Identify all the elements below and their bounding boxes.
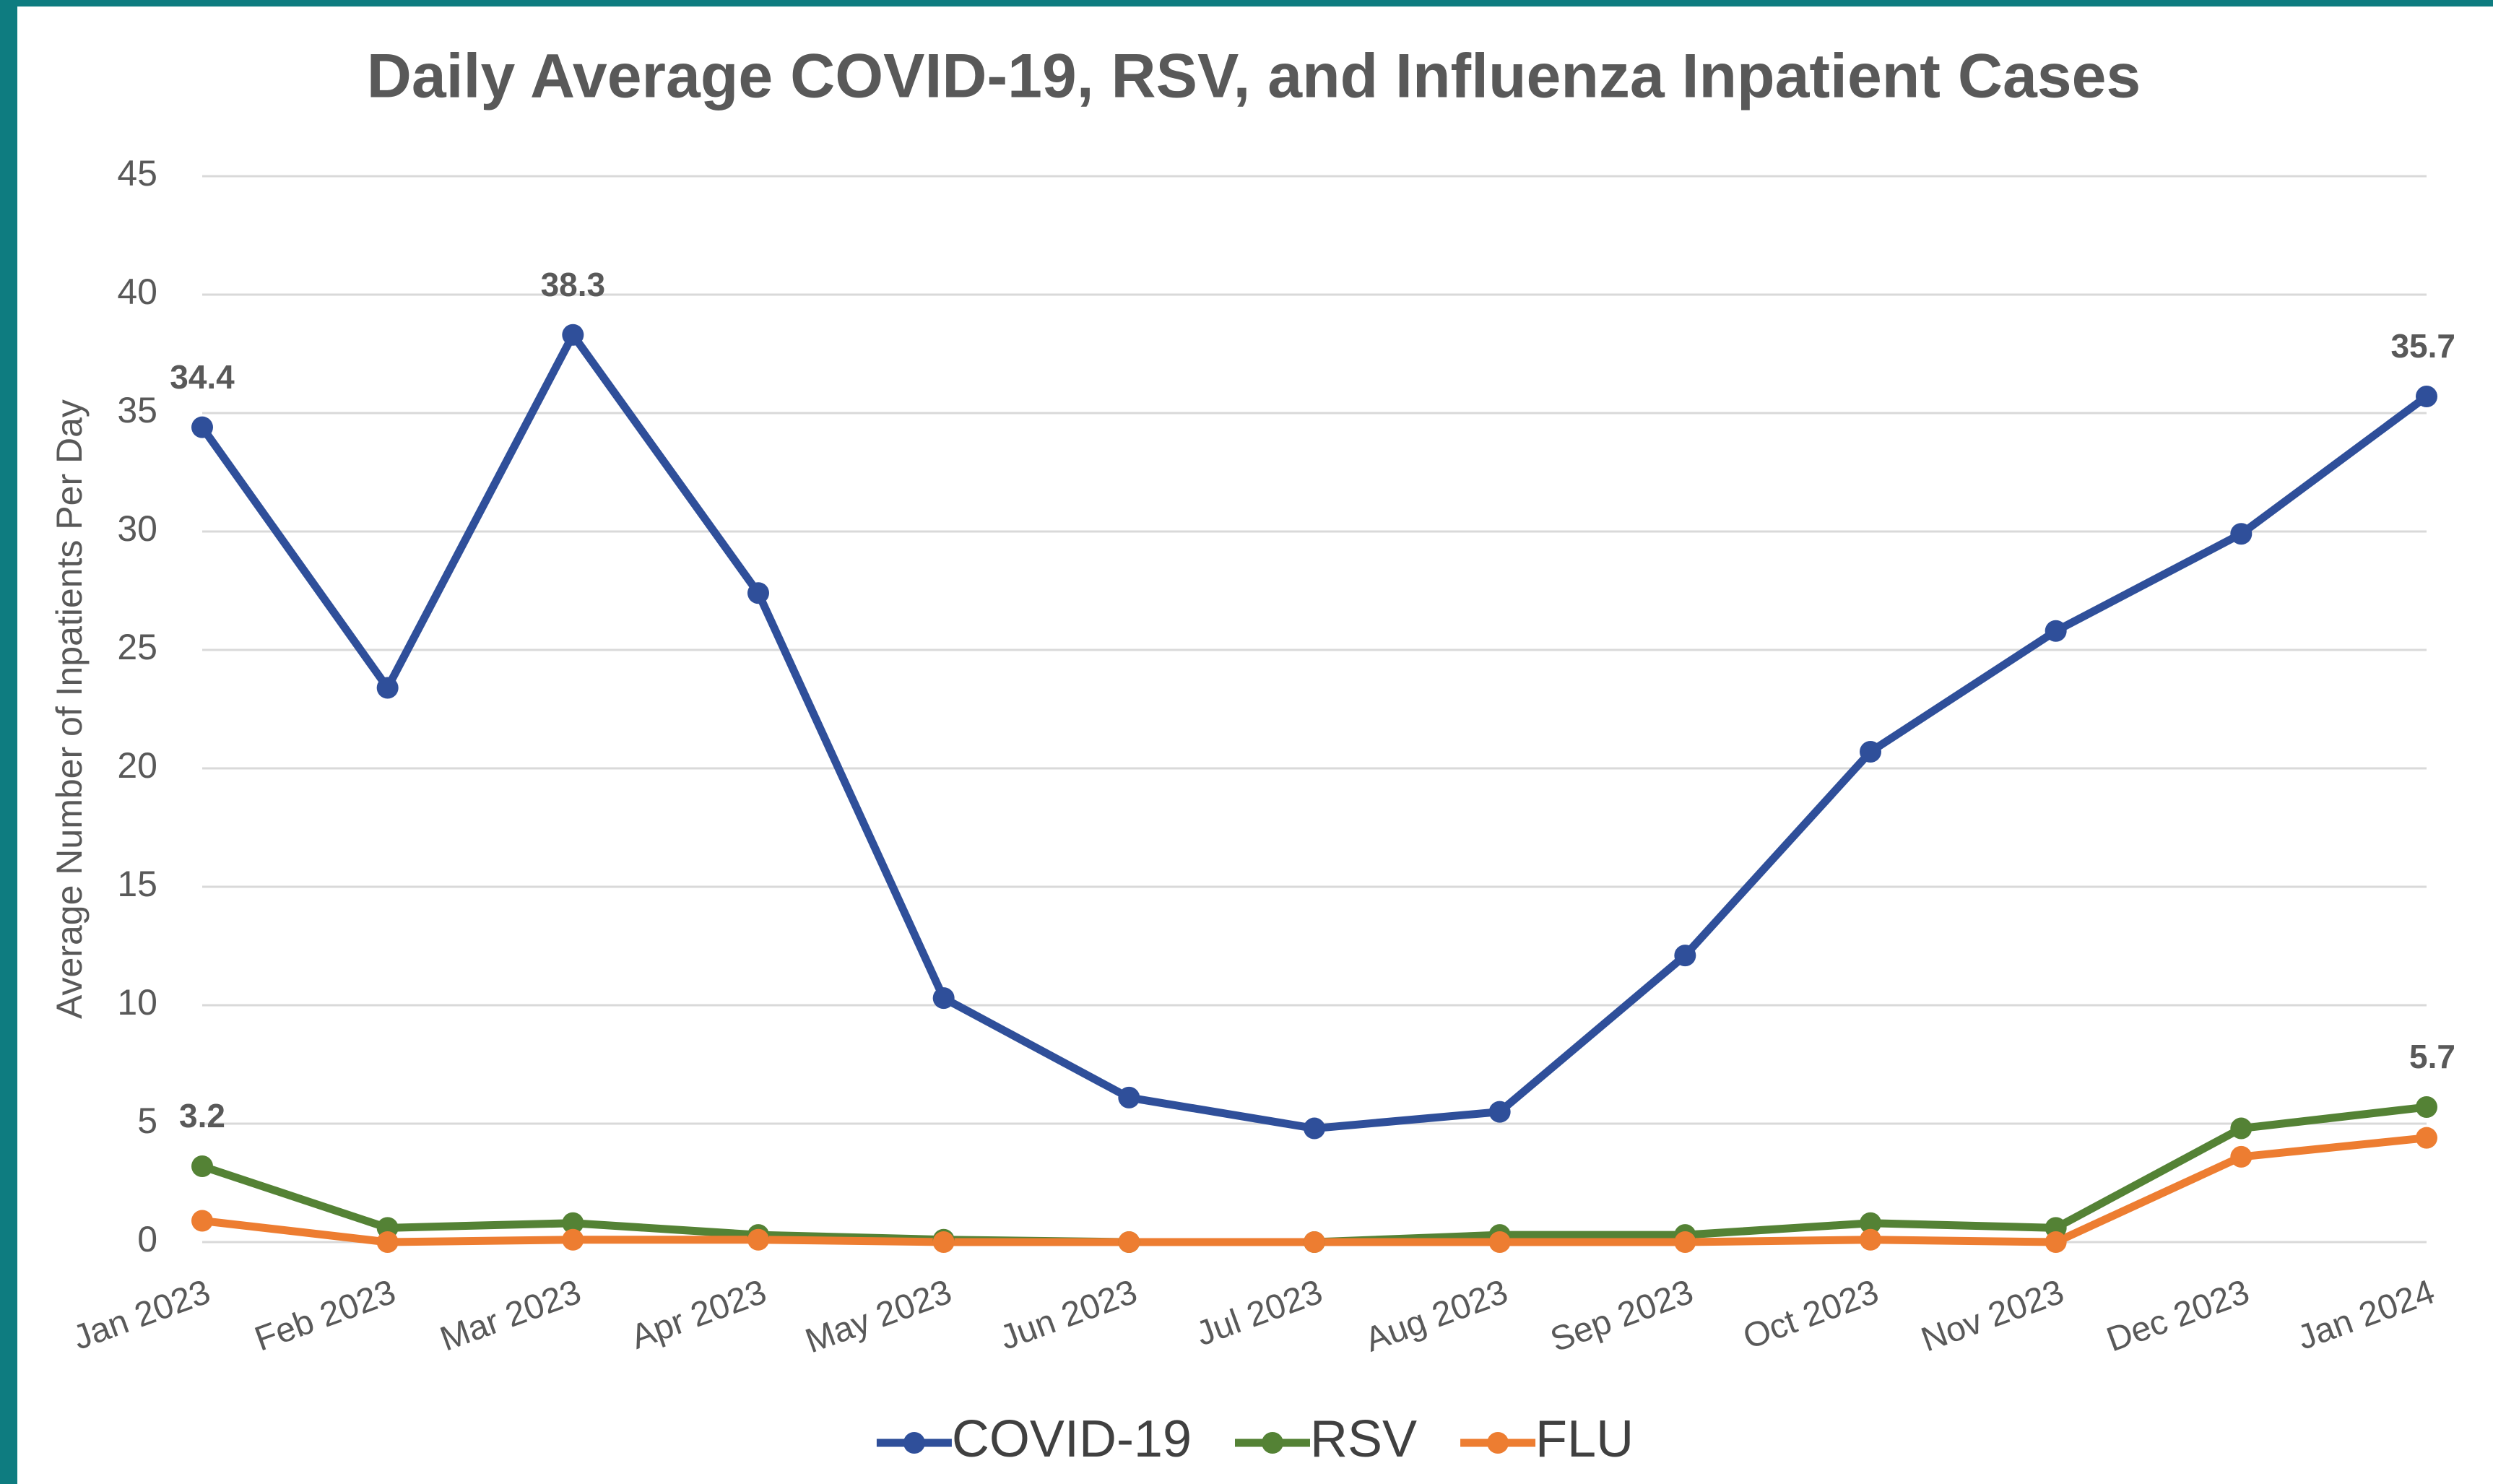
data-point (2045, 1231, 2067, 1253)
data-label: 38.3 (541, 266, 606, 303)
y-tick-label: 45 (117, 153, 157, 194)
data-point (1118, 1231, 1140, 1253)
legend-label: COVID-19 (952, 1410, 1192, 1468)
y-axis-title: Average Number of Inpatients Per Day (49, 399, 90, 1019)
y-tick-label: 20 (117, 745, 157, 786)
data-label: 35.7 (2390, 327, 2455, 365)
data-point (1488, 1101, 1511, 1123)
data-point (747, 1228, 769, 1251)
data-point (1674, 1231, 1696, 1253)
y-tick-label: 5 (137, 1101, 157, 1141)
legend-label: FLU (1535, 1410, 1634, 1468)
y-tick-label: 35 (117, 390, 157, 430)
data-point (562, 1228, 584, 1251)
legend-label: RSV (1310, 1410, 1417, 1468)
data-point (562, 1212, 584, 1234)
y-tick-label: 30 (117, 508, 157, 549)
data-point (2416, 1127, 2437, 1149)
data-point (562, 324, 584, 346)
y-tick-label: 40 (117, 272, 157, 312)
data-point (1304, 1231, 1325, 1253)
data-point (191, 416, 213, 438)
data-point (2230, 1145, 2253, 1168)
data-label: 5.7 (2409, 1038, 2455, 1075)
data-point (2416, 1096, 2437, 1119)
legend-marker (1487, 1432, 1509, 1454)
y-tick-label: 0 (137, 1219, 157, 1259)
data-point (1488, 1231, 1511, 1253)
y-tick-label: 10 (117, 982, 157, 1023)
legend-marker (1262, 1432, 1284, 1454)
chart-title: Daily Average COVID-19, RSV, and Influen… (367, 42, 2141, 111)
data-point (1860, 1212, 1881, 1234)
legend-marker (903, 1432, 925, 1454)
data-point (2045, 620, 2067, 642)
data-point (376, 677, 399, 699)
data-point (376, 1231, 399, 1253)
data-label: 34.4 (170, 358, 235, 396)
y-tick-label: 25 (117, 627, 157, 667)
data-point (1118, 1086, 1140, 1108)
y-tick-label: 15 (117, 864, 157, 904)
data-label: 3.2 (179, 1097, 225, 1134)
data-point (1860, 741, 1881, 763)
data-point (1860, 1228, 1881, 1251)
data-point (1304, 1117, 1325, 1140)
data-point (2230, 523, 2253, 545)
data-point (932, 1231, 955, 1253)
data-point (2416, 386, 2437, 408)
legend: COVID-19 RSV FLU (876, 1410, 1634, 1468)
data-point (2230, 1117, 2253, 1140)
data-point (932, 987, 955, 1010)
background (17, 6, 2493, 1484)
data-point (747, 582, 769, 604)
data-point (1674, 945, 1696, 967)
data-point (191, 1210, 213, 1232)
data-point (191, 1155, 213, 1178)
